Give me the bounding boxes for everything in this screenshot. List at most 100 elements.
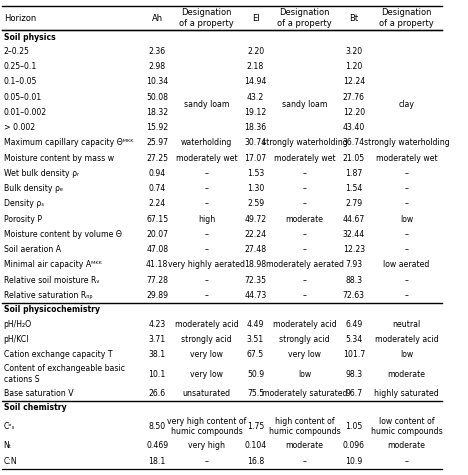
Text: –: – xyxy=(404,184,409,193)
Text: 0.25–0.1: 0.25–0.1 xyxy=(4,62,37,71)
Text: –: – xyxy=(205,230,208,239)
Text: 96.7: 96.7 xyxy=(345,389,362,398)
Text: 26.6: 26.6 xyxy=(149,389,166,398)
Text: 10.34: 10.34 xyxy=(146,77,168,86)
Text: 29.89: 29.89 xyxy=(146,291,168,300)
Text: –: – xyxy=(205,184,208,193)
Text: 0.104: 0.104 xyxy=(244,441,267,450)
Text: moderately acid: moderately acid xyxy=(273,320,336,329)
Text: pH/H₂O: pH/H₂O xyxy=(4,320,32,329)
Text: 4.49: 4.49 xyxy=(247,320,264,329)
Text: moderately wet: moderately wet xyxy=(376,154,437,163)
Text: Designation
of a property: Designation of a property xyxy=(179,9,234,28)
Text: 38.1: 38.1 xyxy=(149,350,166,359)
Text: –: – xyxy=(404,200,409,209)
Text: 1.87: 1.87 xyxy=(345,169,362,178)
Text: 12.20: 12.20 xyxy=(343,108,365,117)
Text: 0.096: 0.096 xyxy=(343,441,365,450)
Text: very low: very low xyxy=(190,350,223,359)
Text: very low: very low xyxy=(288,350,321,359)
Text: 44.73: 44.73 xyxy=(244,291,267,300)
Text: 43.40: 43.40 xyxy=(343,123,365,132)
Text: –: – xyxy=(303,456,307,466)
Text: 1.53: 1.53 xyxy=(247,169,264,178)
Text: 3.51: 3.51 xyxy=(247,335,264,344)
Text: strongly waterholding: strongly waterholding xyxy=(364,138,449,147)
Text: –: – xyxy=(303,169,307,178)
Text: 15.92: 15.92 xyxy=(146,123,168,132)
Text: 3.20: 3.20 xyxy=(345,47,362,56)
Text: –: – xyxy=(303,200,307,209)
Text: Maximum capillary capacity Θᴹᴷᴷ: Maximum capillary capacity Θᴹᴷᴷ xyxy=(4,138,133,147)
Text: C:N: C:N xyxy=(4,456,17,466)
Text: –: – xyxy=(303,276,307,285)
Text: 98.3: 98.3 xyxy=(345,370,362,379)
Text: 2.79: 2.79 xyxy=(345,200,362,209)
Text: Cation exchange capacity T: Cation exchange capacity T xyxy=(4,350,112,359)
Text: 18.1: 18.1 xyxy=(148,456,166,466)
Text: low: low xyxy=(298,370,311,379)
Text: moderate: moderate xyxy=(285,215,324,224)
Text: –: – xyxy=(205,245,208,254)
Text: waterholding: waterholding xyxy=(181,138,232,147)
Text: –: – xyxy=(404,245,409,254)
Text: 14.94: 14.94 xyxy=(244,77,267,86)
Text: 72.63: 72.63 xyxy=(343,291,365,300)
Text: 1.05: 1.05 xyxy=(345,422,362,431)
Text: 18.32: 18.32 xyxy=(146,108,168,117)
Text: 2.98: 2.98 xyxy=(149,62,166,71)
Text: 12.23: 12.23 xyxy=(343,245,365,254)
Text: 10.9: 10.9 xyxy=(345,456,362,466)
Text: 25.97: 25.97 xyxy=(146,138,168,147)
Text: 32.44: 32.44 xyxy=(343,230,365,239)
Text: moderately acid: moderately acid xyxy=(175,320,238,329)
Text: 8.50: 8.50 xyxy=(149,422,166,431)
Text: neutral: neutral xyxy=(392,320,421,329)
Text: highly saturated: highly saturated xyxy=(374,389,439,398)
Text: Porosity P: Porosity P xyxy=(4,215,42,224)
Text: 0.74: 0.74 xyxy=(149,184,166,193)
Text: Soil aeration A: Soil aeration A xyxy=(4,245,61,254)
Text: Soil physics: Soil physics xyxy=(4,33,56,42)
Text: 4.23: 4.23 xyxy=(149,320,166,329)
Text: 41.18: 41.18 xyxy=(146,260,168,269)
Text: 2.18: 2.18 xyxy=(247,62,264,71)
Text: strongly acid: strongly acid xyxy=(279,335,330,344)
Text: 3.71: 3.71 xyxy=(149,335,166,344)
Text: 7.93: 7.93 xyxy=(345,260,362,269)
Text: Soil chemistry: Soil chemistry xyxy=(4,403,66,412)
Text: –: – xyxy=(303,291,307,300)
Text: 0.05–0.01: 0.05–0.01 xyxy=(4,93,42,102)
Text: –: – xyxy=(404,291,409,300)
Text: high: high xyxy=(198,215,215,224)
Text: 17.07: 17.07 xyxy=(244,154,267,163)
Text: 2.59: 2.59 xyxy=(247,200,264,209)
Text: unsaturated: unsaturated xyxy=(183,389,230,398)
Text: Relative saturation Rₙₚ: Relative saturation Rₙₚ xyxy=(4,291,93,300)
Text: Relative soil moisture Rᵥ: Relative soil moisture Rᵥ xyxy=(4,276,99,285)
Text: 2.20: 2.20 xyxy=(247,47,264,56)
Text: 0.469: 0.469 xyxy=(146,441,168,450)
Text: 22.24: 22.24 xyxy=(244,230,267,239)
Text: Base saturation V: Base saturation V xyxy=(4,389,73,398)
Text: Moisture content by mass w: Moisture content by mass w xyxy=(4,154,114,163)
Text: Ah: Ah xyxy=(152,14,163,23)
Text: moderately wet: moderately wet xyxy=(274,154,336,163)
Text: Horizon: Horizon xyxy=(4,14,36,23)
Text: 1.54: 1.54 xyxy=(345,184,363,193)
Text: 10.1: 10.1 xyxy=(148,370,166,379)
Text: moderate: moderate xyxy=(388,370,425,379)
Text: –: – xyxy=(404,230,409,239)
Text: pH/KCl: pH/KCl xyxy=(4,335,29,344)
Text: moderately saturated: moderately saturated xyxy=(262,389,347,398)
Text: Density ρₛ: Density ρₛ xyxy=(4,200,44,209)
Text: 20.07: 20.07 xyxy=(146,230,168,239)
Text: Minimal air capacity Aᴹᴷᴷ: Minimal air capacity Aᴹᴷᴷ xyxy=(4,260,102,269)
Text: sandy loam: sandy loam xyxy=(282,100,328,109)
Text: –: – xyxy=(205,276,208,285)
Text: 12.24: 12.24 xyxy=(343,77,365,86)
Text: Wet bulk density ρᵣ: Wet bulk density ρᵣ xyxy=(4,169,79,178)
Text: low aerated: low aerated xyxy=(383,260,430,269)
Text: 75.5: 75.5 xyxy=(247,389,264,398)
Text: 44.67: 44.67 xyxy=(343,215,365,224)
